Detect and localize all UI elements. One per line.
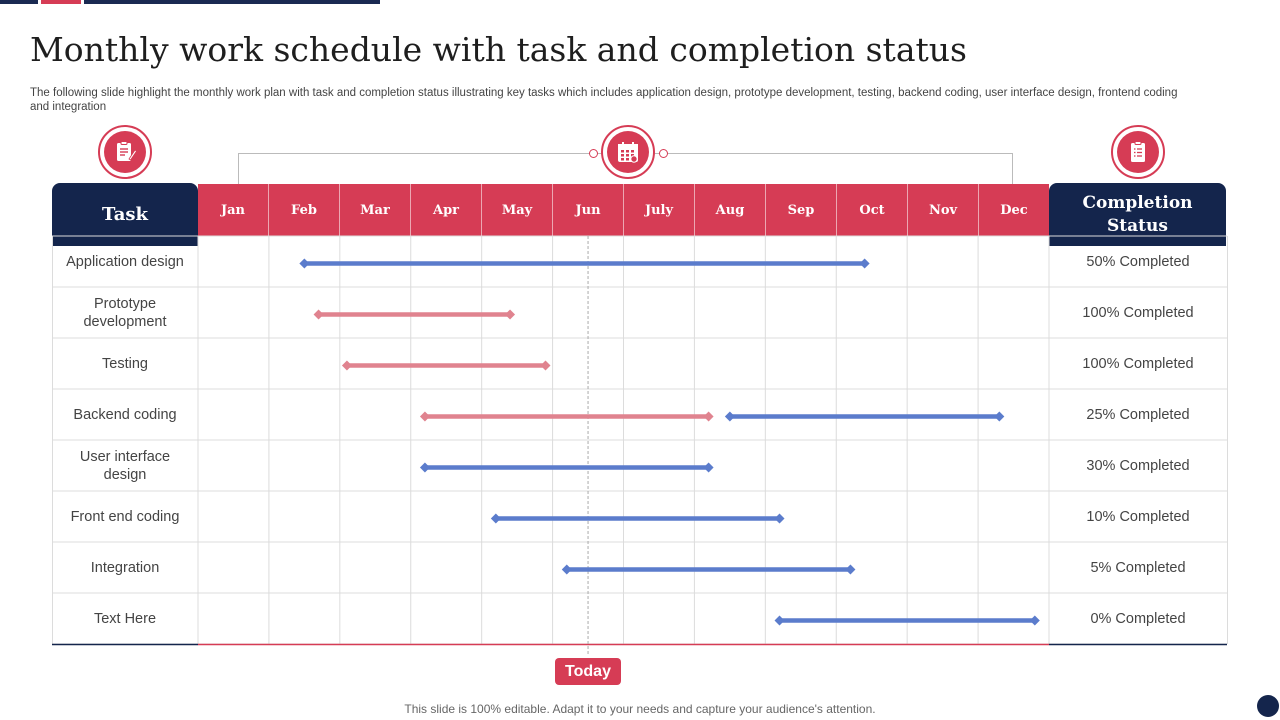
- gantt-bar-end-marker: [860, 259, 870, 269]
- gantt-bar-start-marker: [725, 412, 735, 422]
- gantt-bar-end-marker: [775, 514, 785, 524]
- footer-note: This slide is 100% editable. Adapt it to…: [0, 702, 1280, 716]
- gantt-bar-end-marker: [505, 310, 515, 320]
- task-status: 30% Completed: [1049, 440, 1227, 491]
- gantt-bar-end-marker: [540, 361, 550, 371]
- gantt-bar-start-marker: [420, 412, 430, 422]
- gantt-bar-end-marker: [704, 412, 714, 422]
- gantt-bar-end-marker: [704, 463, 714, 473]
- gantt-bar-start-marker: [299, 259, 309, 269]
- task-status: 5% Completed: [1049, 542, 1227, 593]
- gantt-bar-start-marker: [314, 310, 324, 320]
- task-name: Prototype development: [52, 287, 198, 338]
- task-status: 50% Completed: [1049, 236, 1227, 287]
- task-name: Front end coding: [52, 491, 198, 542]
- gantt-bar-start-marker: [491, 514, 501, 524]
- task-name: Application design: [52, 236, 198, 287]
- gantt-bar-end-marker: [845, 565, 855, 575]
- task-status: 100% Completed: [1049, 287, 1227, 338]
- today-marker-label: Today: [555, 658, 621, 685]
- navigation-icon[interactable]: [1257, 695, 1279, 717]
- gantt-bar-start-marker: [420, 463, 430, 473]
- task-status: 0% Completed: [1049, 593, 1227, 644]
- gantt-bar-end-marker: [1030, 616, 1040, 626]
- task-name: Text Here: [52, 593, 198, 644]
- task-name: User interface design: [52, 440, 198, 491]
- task-name: Testing: [52, 338, 198, 389]
- gantt-bar-start-marker: [342, 361, 352, 371]
- task-name-column: Application design Prototype development T…: [52, 236, 198, 644]
- task-name: Backend coding: [52, 389, 198, 440]
- gantt-bar-start-marker: [562, 565, 572, 575]
- task-status: 10% Completed: [1049, 491, 1227, 542]
- completion-status-column: 50% Completed 100% Completed 100% Complete…: [1049, 236, 1227, 644]
- task-name: Integration: [52, 542, 198, 593]
- task-status: 100% Completed: [1049, 338, 1227, 389]
- gantt-bar-end-marker: [994, 412, 1004, 422]
- task-status: 25% Completed: [1049, 389, 1227, 440]
- gantt-bar-start-marker: [775, 616, 785, 626]
